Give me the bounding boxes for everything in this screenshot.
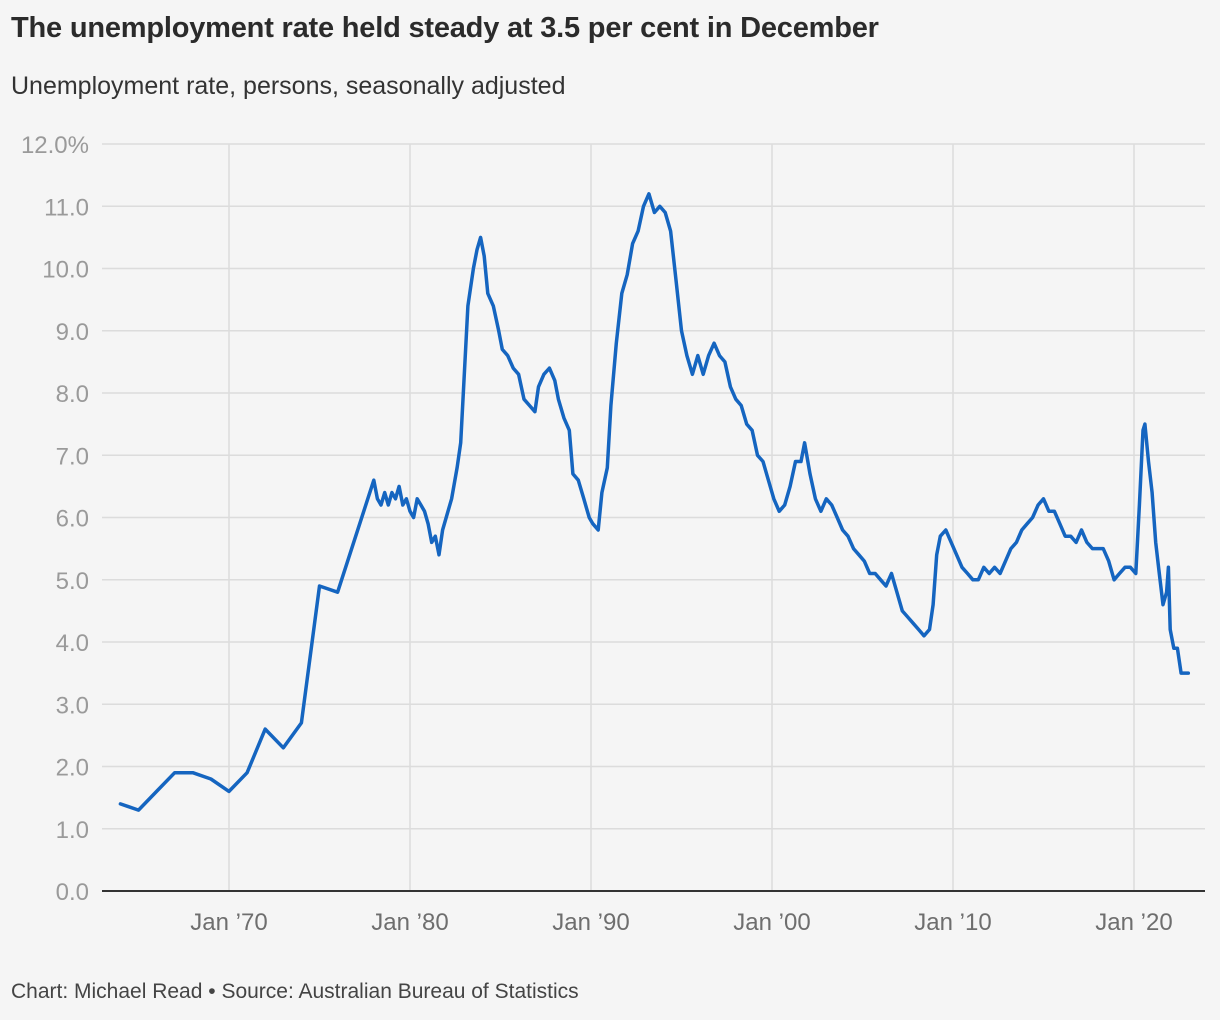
unemployment-rate-line: [118, 192, 1191, 812]
y-tick-label: 10.0: [42, 257, 89, 284]
y-tick-label: 9.0: [56, 319, 89, 346]
chart-subtitle: Unemployment rate, persons, seasonally a…: [11, 72, 566, 100]
x-tick-label: Jan ’20: [1095, 909, 1172, 936]
y-tick-label: 11.0: [44, 194, 89, 221]
chart-footer-source: Chart: Michael Read • Source: Australian…: [11, 980, 579, 1003]
y-tick-label: 6.0: [56, 506, 89, 533]
horizontal-gridlines: [102, 143, 1205, 830]
x-tick-label: Jan ’90: [552, 909, 629, 936]
y-tick-label: 5.0: [56, 568, 89, 595]
y-tick-label: 0.0: [56, 879, 89, 906]
unemployment-line-chart: 0.0 1.0 2.0 3.0 4.0 5.0 6.0 7.0 8.0 9.0 10.0 11.0 12…: [21, 132, 1205, 936]
x-axis-labels: Jan ’70 Jan ’80 Jan ’90 Jan ’00 Jan ’10 Jan ’…: [190, 909, 1172, 936]
y-tick-label: 4.0: [56, 630, 89, 657]
y-tick-label: 7.0: [56, 443, 89, 470]
x-tick-label: Jan ’10: [914, 909, 991, 936]
y-tick-label: 2.0: [56, 755, 89, 782]
y-axis-labels: 0.0 1.0 2.0 3.0 4.0 5.0 6.0 7.0 8.0 9.0 10.0 11.0 12…: [21, 132, 89, 906]
y-tick-label: 3.0: [56, 692, 89, 719]
x-tick-label: Jan ’80: [371, 909, 448, 936]
x-tick-label: Jan ’00: [733, 909, 810, 936]
x-tick-label: Jan ’70: [190, 909, 267, 936]
y-tick-label: 12.0%: [21, 132, 89, 159]
y-tick-label: 1.0: [56, 817, 89, 844]
chart-title: The unemployment rate held steady at 3.5…: [11, 12, 879, 44]
y-tick-label: 8.0: [56, 381, 89, 408]
